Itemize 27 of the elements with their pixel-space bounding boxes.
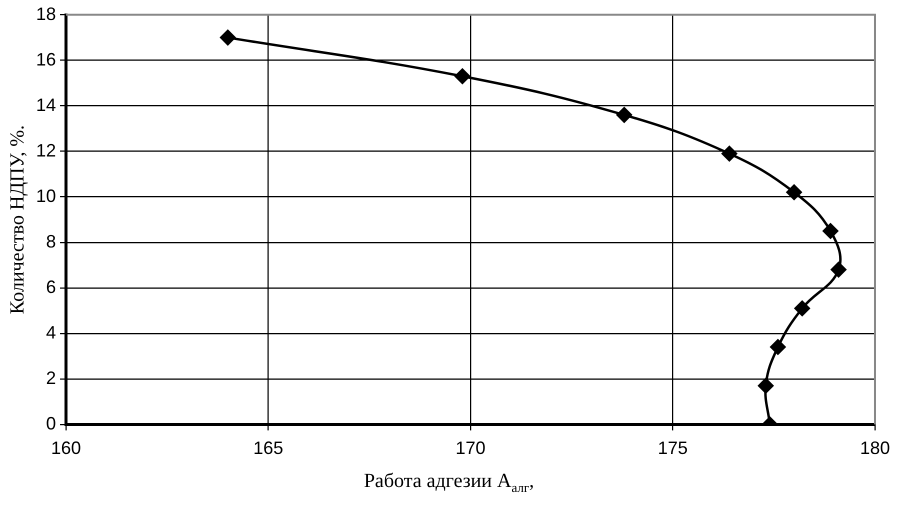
y-tick-label: 4 (46, 322, 56, 342)
point (830, 262, 846, 278)
x-tick-label: 180 (860, 438, 890, 458)
point (786, 184, 802, 200)
x-tick-label: 170 (455, 438, 486, 458)
y-tick-label: 10 (36, 186, 56, 206)
y-tick-label: 0 (46, 413, 56, 434)
point (770, 339, 786, 355)
y-tick-label: 14 (36, 94, 56, 115)
y-tick-label: 18 (36, 4, 56, 24)
y-tick-label: 8 (46, 231, 56, 252)
y-tick-label: 12 (36, 140, 56, 160)
point (722, 146, 738, 162)
y-tick-label: 16 (36, 49, 56, 70)
x-tick-label: 175 (658, 438, 688, 458)
x-axis-title: Работа адгезии A$_{алг}$, (362, 470, 536, 496)
point (220, 30, 236, 46)
y-tick-label: 6 (46, 276, 56, 297)
point (794, 300, 810, 316)
point (616, 107, 632, 123)
y-axis-title: Количество НДПУ, %. (6, 124, 28, 314)
point (822, 223, 838, 239)
point (758, 378, 774, 394)
y-tick-label: 2 (46, 368, 56, 388)
x-tick-label: 165 (253, 438, 284, 458)
x-tick-label: 160 (51, 438, 82, 458)
point (454, 68, 470, 84)
